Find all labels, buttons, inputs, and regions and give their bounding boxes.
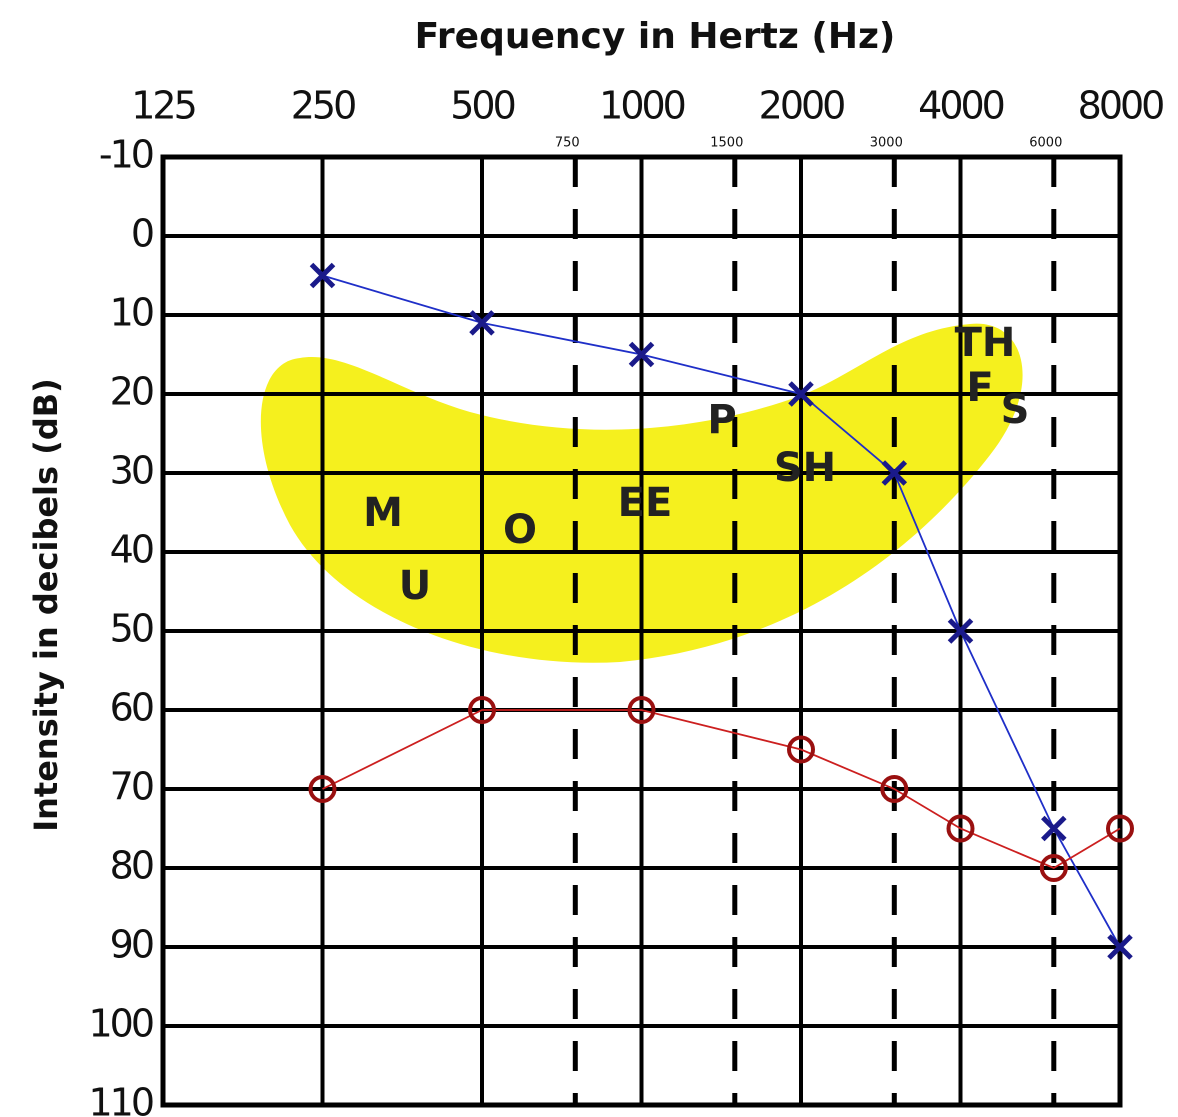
y-tick-label: 70 [110, 765, 153, 809]
y-tick-label: 30 [110, 449, 153, 493]
speech-sound-label: F [966, 365, 993, 411]
y-tick-label: 20 [110, 370, 153, 414]
y-tick-label: 90 [110, 923, 153, 967]
x-tick-label: 2000 [759, 84, 845, 128]
y-tick-label: 50 [110, 607, 153, 651]
y-tick-label: 0 [131, 212, 153, 256]
x-tick-label: 500 [450, 84, 514, 128]
x-tick-label: 1000 [599, 84, 685, 128]
y-tick-label: 10 [110, 291, 153, 335]
speech-sound-label: U [399, 563, 431, 609]
x-tick-label: 250 [291, 84, 355, 128]
chart: Frequency in Hertz (Hz) Intensity in dec… [0, 0, 1178, 1117]
y-tick-label: 80 [110, 844, 153, 888]
speech-sound-label: S [1001, 387, 1030, 433]
speech-sound-label: SH [774, 445, 836, 491]
speech-sound-label: EE [618, 480, 673, 526]
y-tick-label: -10 [99, 133, 153, 177]
x-axis-title: Frequency in Hertz (Hz) [415, 16, 896, 57]
y-tick-label: 100 [88, 1002, 152, 1046]
y-axis-title: Intensity in decibels (dB) [27, 378, 65, 832]
x-minor-tick-label: 750 [555, 136, 580, 151]
speech-sound-label: M [363, 490, 403, 536]
y-tick-label: 110 [88, 1081, 152, 1117]
x-tick-label: 4000 [918, 84, 1004, 128]
y-tick-label: 60 [110, 686, 153, 730]
y-tick-label: 40 [110, 528, 153, 572]
speech-sound-label: TH [955, 320, 1016, 366]
speech-sound-label: P [707, 397, 736, 443]
x-tick-label: 8000 [1078, 84, 1164, 128]
x-minor-tick-label: 1500 [710, 136, 743, 151]
x-tick-label: 125 [131, 84, 195, 128]
x-minor-tick-label: 6000 [1029, 136, 1062, 151]
speech-sound-label: O [503, 507, 537, 553]
x-minor-tick-label: 3000 [870, 136, 903, 151]
